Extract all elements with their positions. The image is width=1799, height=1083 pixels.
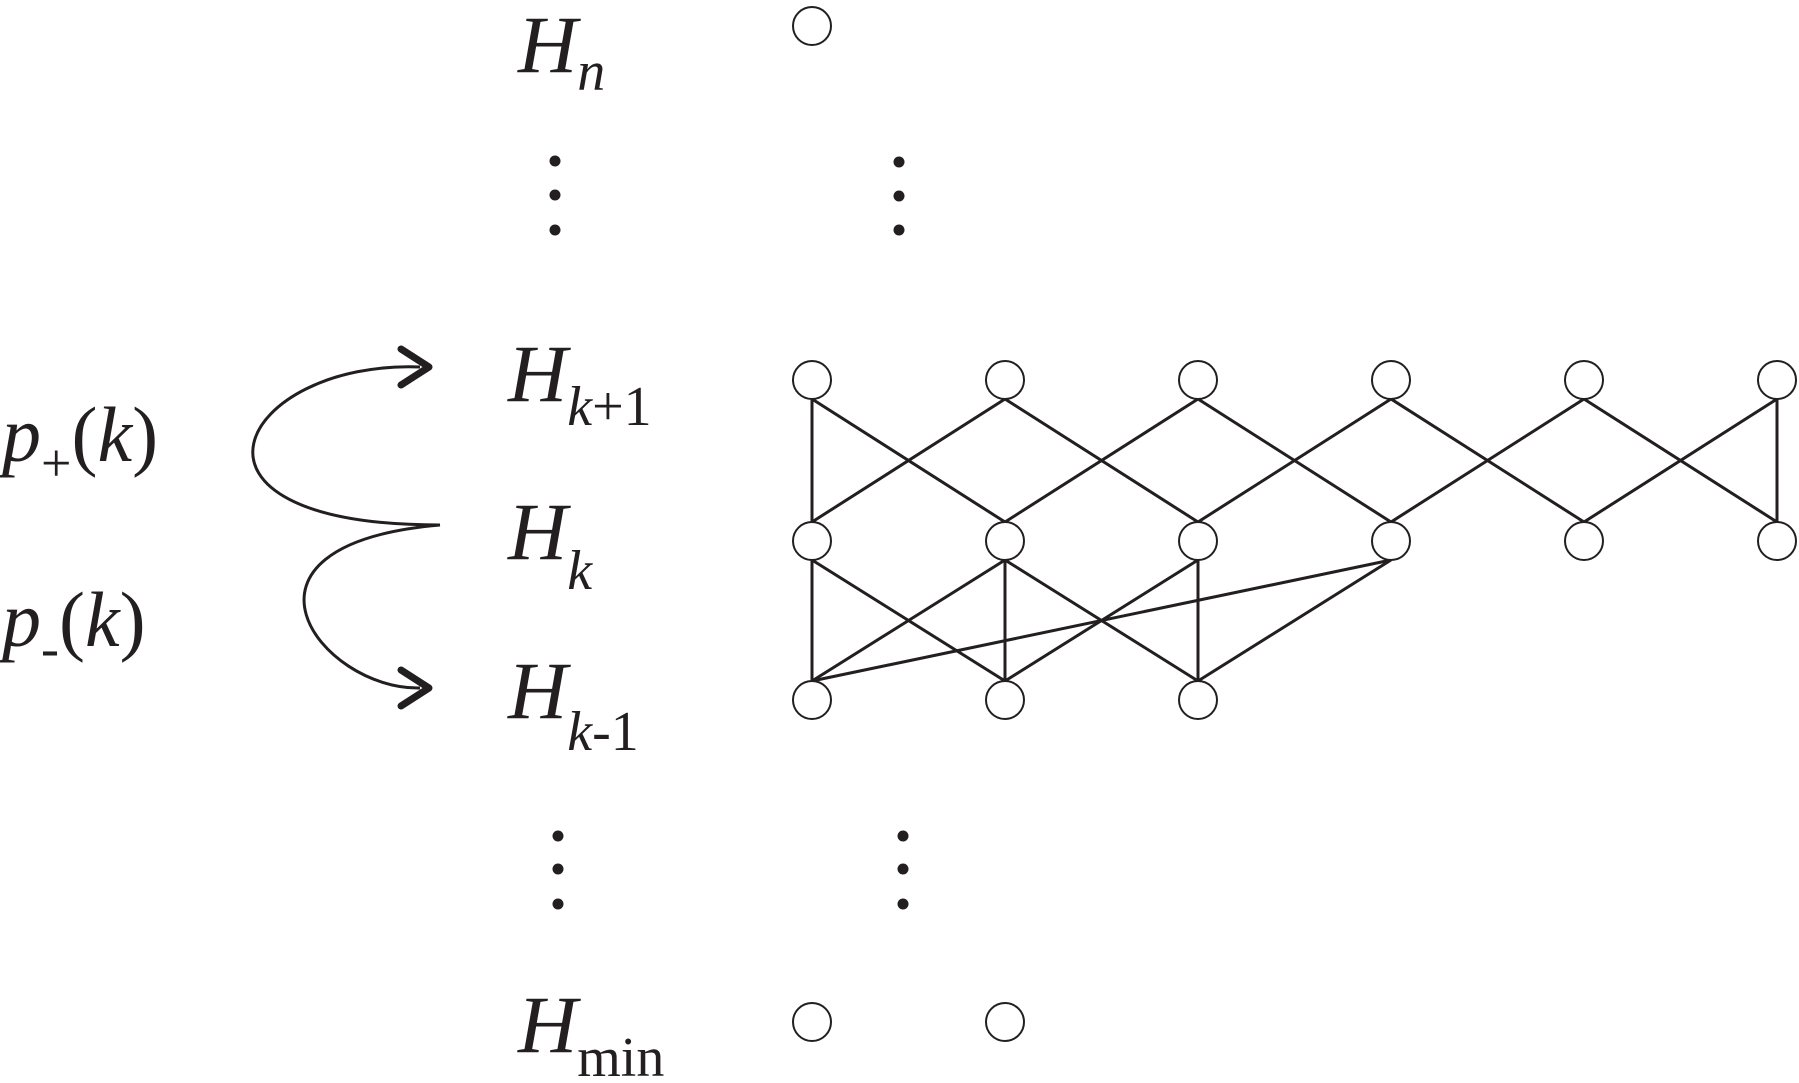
label-h-k-plus-1-sub-var: k [567, 376, 593, 438]
label-h-k-minus-1-sub-rest: -1 [592, 701, 639, 763]
label-p-minus-open: ( [59, 576, 85, 663]
label-p-minus-var: p [0, 576, 41, 663]
node-upper-0 [792, 360, 832, 400]
label-h-k-plus-1-sub-rest: +1 [592, 376, 652, 438]
node-bottom-1 [985, 1002, 1025, 1042]
node-middle-0 [792, 521, 832, 561]
node-upper-4 [1564, 360, 1604, 400]
edge-upper-middle-3-2 [1197, 397, 1392, 524]
node-top-0 [792, 6, 832, 46]
label-h-k-plus-1-base: H [507, 328, 571, 419]
arc-down [302, 523, 441, 690]
edge-upper-middle-4-3 [1390, 397, 1585, 524]
node-upper-3 [1371, 360, 1411, 400]
arc-up [251, 365, 441, 527]
label-p-minus-sub: - [41, 618, 59, 678]
edge-upper-middle-5-4 [1583, 397, 1778, 524]
arrowhead-down-icon [397, 666, 433, 710]
ellipsis-left-lower [552, 830, 564, 910]
label-h-min: Hmin [517, 979, 664, 1083]
label-h-k-minus-1-base: H [507, 645, 571, 736]
label-h-k-minus-1: Hk-1 [507, 645, 639, 763]
node-lower-0 [792, 680, 832, 720]
node-lower-1 [985, 680, 1025, 720]
label-p-plus-var: p [0, 391, 41, 478]
edge-middle-lower-1-0 [811, 558, 1006, 683]
node-middle-1 [985, 521, 1025, 561]
label-h-k-plus-1: Hk+1 [507, 328, 652, 438]
arrowhead-up-icon [397, 345, 433, 389]
label-p-minus: p-(k) [0, 576, 146, 678]
node-middle-2 [1178, 521, 1218, 561]
label-p-plus-open: ( [71, 391, 97, 478]
node-lower-2 [1178, 680, 1218, 720]
label-h-k: Hk [507, 486, 593, 602]
label-h-n-sub: n [577, 41, 605, 103]
node-upper-5 [1757, 360, 1797, 400]
label-p-plus: p+(k) [0, 391, 158, 493]
node-bottom-0 [792, 1002, 832, 1042]
edge-middle-lower-3-2 [1197, 558, 1392, 683]
node-middle-5 [1757, 521, 1797, 561]
node-upper-2 [1178, 360, 1218, 400]
graph-edges [810, 397, 1779, 683]
label-h-k-minus-1-sub-var: k [567, 701, 593, 763]
label-p-plus-arg: k [97, 391, 133, 478]
edge-upper-middle-2-1 [1004, 397, 1199, 524]
label-p-minus-close: ) [120, 576, 146, 663]
label-p-plus-sub: + [41, 433, 71, 493]
ellipsis-right-lower [897, 830, 909, 910]
label-h-n: Hn [517, 0, 605, 103]
edge-middle-lower-3-0 [811, 558, 1392, 683]
node-upper-1 [985, 360, 1025, 400]
edge-upper-middle-1-0 [811, 397, 1006, 524]
label-h-n-base: H [517, 0, 581, 90]
label-h-min-base: H [517, 979, 581, 1070]
ellipsis-left-upper [549, 155, 561, 236]
label-p-plus-close: ) [132, 391, 158, 478]
label-h-min-sub: min [577, 1027, 664, 1083]
ellipsis-right-upper [893, 156, 905, 236]
label-h-k-sub: k [567, 540, 593, 602]
label-p-minus-arg: k [85, 576, 121, 663]
label-h-k-base: H [507, 486, 571, 577]
graph-nodes [792, 6, 1797, 1042]
node-middle-4 [1564, 521, 1604, 561]
node-middle-3 [1371, 521, 1411, 561]
